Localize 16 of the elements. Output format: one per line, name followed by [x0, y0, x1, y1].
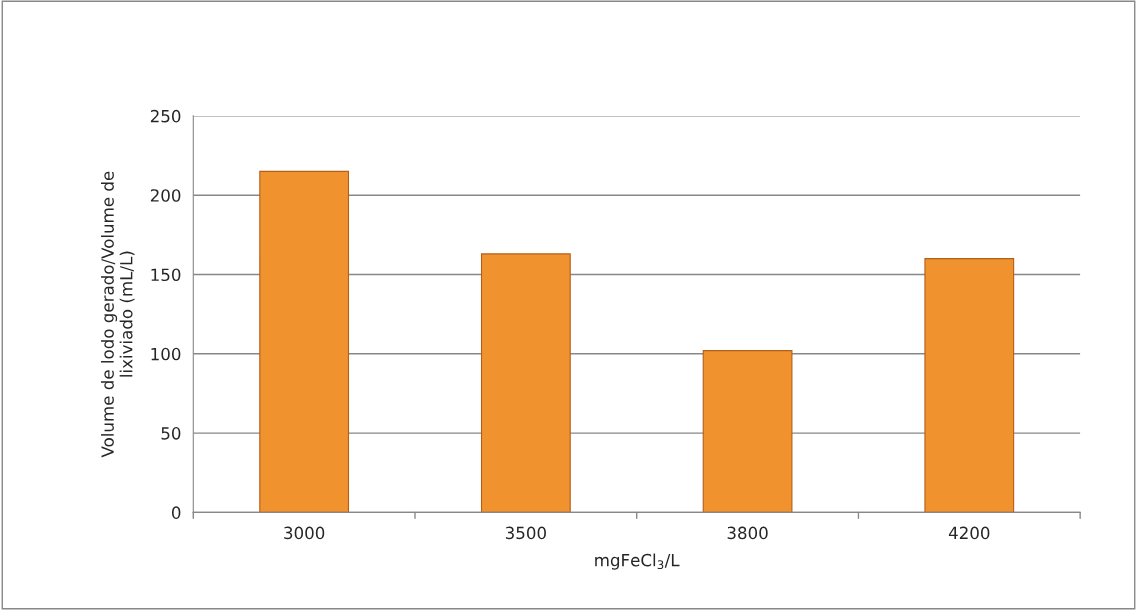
y-tick-label: 250	[150, 109, 181, 123]
y-tick-label: 50	[161, 427, 181, 440]
y-tick-label: 150	[151, 268, 181, 282]
y-tick-label: 200	[150, 189, 181, 202]
bar	[480, 253, 571, 513]
x-tick-label: 3000	[284, 526, 325, 540]
bar	[702, 350, 793, 513]
y-tick-label: 100	[151, 347, 181, 361]
x-tick-label: 4200	[948, 526, 990, 540]
bar	[924, 258, 1015, 513]
x-tick-label: 3500	[505, 526, 546, 540]
y-tick-label: 0	[171, 506, 181, 519]
y-axis-title: Volume de lodo gerado/Volume de lixiviado (mL/L)	[100, 171, 135, 458]
x-axis-title: mgFeCl$_{3}$/L	[595, 553, 680, 570]
bar	[259, 170, 350, 513]
x-tick-label: 3800	[727, 526, 768, 540]
